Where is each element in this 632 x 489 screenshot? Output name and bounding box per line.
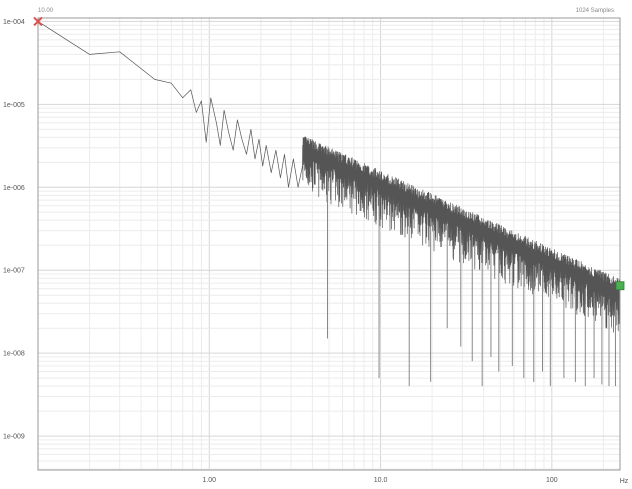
cursor-markers — [33, 16, 625, 291]
cursor-start-label: 10.00 — [38, 8, 54, 14]
y-tick-label: 1e-009 — [3, 434, 25, 441]
start-cursor-stroke — [33, 16, 43, 27]
y-axis-ticks: 1e-004 1e-005 1e-006 1e-007 1e-008 1e-009 — [3, 19, 25, 441]
start-cursor-marker — [33, 16, 43, 27]
x-tick-label: 100 — [546, 477, 558, 484]
y-tick-label: 1e-005 — [3, 102, 25, 109]
spectrum-line — [37, 21, 621, 333]
y-tick-label: 1e-008 — [3, 351, 25, 358]
spectrum-trace — [37, 21, 621, 387]
y-tick-label: 1e-007 — [3, 268, 25, 275]
y-tick-label: 1e-004 — [3, 19, 25, 26]
x-tick-label: 10.0 — [374, 477, 388, 484]
grid — [37, 18, 620, 470]
samples-count-label: 1024 Samples — [576, 8, 614, 14]
y-tick-label: 1e-006 — [3, 185, 25, 192]
x-unit-label: Hz — [620, 478, 629, 485]
plot-frame — [37, 17, 621, 471]
x-tick-label: 1.00 — [202, 477, 216, 484]
end-cursor-marker — [615, 281, 625, 291]
x-axis-ticks: 1.00 10.0 100 — [202, 477, 557, 484]
